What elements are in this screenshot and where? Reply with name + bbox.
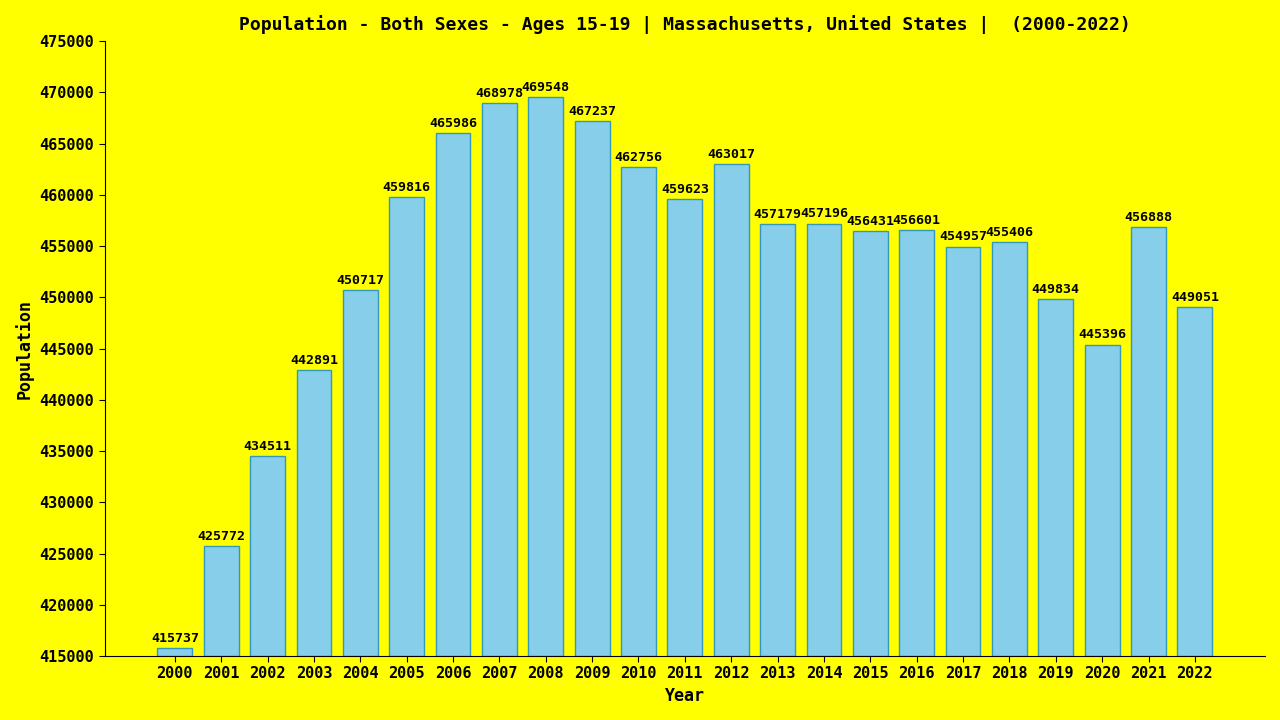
Bar <box>483 103 517 656</box>
Text: 457179: 457179 <box>754 207 801 220</box>
Bar <box>1038 299 1073 656</box>
Text: 445396: 445396 <box>1078 328 1126 341</box>
X-axis label: Year: Year <box>664 687 705 705</box>
Bar <box>575 121 609 656</box>
Bar <box>529 97 563 656</box>
Text: 462756: 462756 <box>614 150 663 163</box>
Bar <box>900 230 934 656</box>
Text: 469548: 469548 <box>522 81 570 94</box>
Bar <box>1132 227 1166 656</box>
Bar <box>667 199 703 656</box>
Bar <box>435 133 471 656</box>
Text: 467237: 467237 <box>568 104 616 117</box>
Text: 457196: 457196 <box>800 207 847 220</box>
Bar <box>297 370 332 656</box>
Bar <box>204 546 238 656</box>
Text: 415737: 415737 <box>151 632 198 645</box>
Bar <box>714 164 749 656</box>
Text: 459623: 459623 <box>660 183 709 196</box>
Bar <box>806 224 841 656</box>
Text: 425772: 425772 <box>197 529 246 543</box>
Bar <box>343 290 378 656</box>
Text: 449834: 449834 <box>1032 283 1080 296</box>
Text: 450717: 450717 <box>337 274 384 287</box>
Title: Population - Both Sexes - Ages 15-19 | Massachusetts, United States |  (2000-202: Population - Both Sexes - Ages 15-19 | M… <box>239 15 1130 34</box>
Bar <box>852 231 888 656</box>
Text: 455406: 455406 <box>986 226 1033 239</box>
Text: 449051: 449051 <box>1171 291 1219 304</box>
Text: 442891: 442891 <box>291 354 338 367</box>
Bar <box>250 456 285 656</box>
Text: 465986: 465986 <box>429 117 477 130</box>
Bar <box>621 166 655 656</box>
Text: 456431: 456431 <box>846 215 895 228</box>
Bar <box>992 242 1027 656</box>
Text: 454957: 454957 <box>940 230 987 243</box>
Bar <box>1084 344 1120 656</box>
Y-axis label: Population: Population <box>15 299 35 399</box>
Bar <box>1178 307 1212 656</box>
Text: 459816: 459816 <box>383 181 430 194</box>
Text: 463017: 463017 <box>708 148 755 161</box>
Bar <box>946 246 980 656</box>
Text: 456888: 456888 <box>1125 211 1172 224</box>
Bar <box>389 197 424 656</box>
Text: 434511: 434511 <box>243 440 292 453</box>
Bar <box>157 649 192 656</box>
Bar <box>760 224 795 656</box>
Text: 468978: 468978 <box>475 86 524 100</box>
Text: 456601: 456601 <box>892 214 941 227</box>
